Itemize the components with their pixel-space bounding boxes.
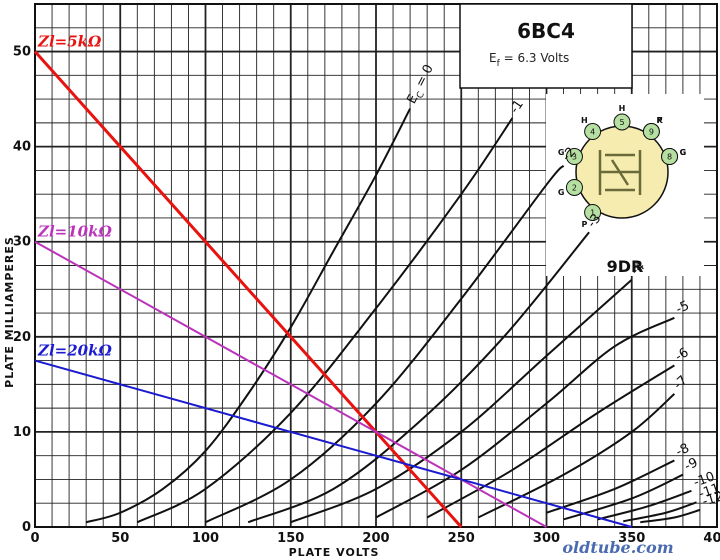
plot-border	[34, 3, 718, 528]
curve-label: -12	[701, 489, 720, 509]
plate-curve	[640, 508, 701, 524]
pin-label: G	[558, 148, 565, 157]
filament-voltage: Ef = 6.3 Volts	[489, 51, 569, 69]
load-line	[34, 359, 633, 528]
pin-label: G	[558, 188, 565, 197]
base-diagram: 1P2G3G4H5H6K7G8G9P	[558, 104, 686, 229]
x-tick-label: 150	[277, 531, 304, 546]
y-tick-label: 30	[13, 235, 31, 250]
plot-frame	[34, 3, 718, 528]
pin-label: G	[680, 148, 687, 157]
plate-curve	[426, 364, 675, 519]
load-line-label: Zl=5kΩ	[37, 33, 102, 51]
x-tick-label: 0	[30, 531, 39, 546]
pin-number: 9	[649, 128, 654, 137]
curve-label: -11	[697, 481, 720, 502]
y-tick-label: 50	[13, 45, 31, 60]
plate-curve	[85, 108, 411, 524]
axis-ticks: 0 50 100 150 200 250 300 350 400 0 10 20 30 40 50	[13, 45, 720, 546]
plate-curve	[290, 279, 633, 524]
pin-label: H	[581, 116, 588, 125]
x-tick-label: 350	[618, 531, 645, 546]
tube-title: 6BC4	[517, 19, 575, 43]
x-tick-label: 300	[533, 531, 560, 546]
load-line-label: Zl=10kΩ	[37, 223, 112, 241]
load-line-label: Zl=20kΩ	[37, 342, 112, 360]
pin-number: 1	[590, 208, 595, 217]
plate-curve	[205, 164, 565, 524]
x-axis-title: PLATE VOLTS	[289, 546, 380, 559]
y-tick-label: 40	[13, 140, 31, 155]
x-tick-label: 400	[703, 531, 720, 546]
pin-label: P	[657, 116, 663, 125]
title-box	[459, 3, 633, 89]
plate-curve	[136, 117, 514, 524]
pin-number: 2	[572, 183, 577, 192]
plate-curve	[477, 393, 676, 519]
electrode-structure	[598, 150, 642, 195]
plate-curve	[563, 473, 684, 521]
plate-curve	[623, 501, 697, 523]
pin-circle	[584, 123, 602, 141]
plate-curve	[247, 231, 590, 524]
pin-label: H	[619, 104, 626, 113]
curve-label: -9	[682, 455, 700, 474]
pin-circle	[565, 178, 583, 196]
pin-circle	[565, 148, 583, 166]
x-tick-label: 50	[111, 531, 129, 546]
x-tick-label: 250	[448, 531, 475, 546]
watermark: oldtube.com	[562, 538, 673, 557]
y-tick-label: 0	[22, 520, 31, 535]
plate-curve	[597, 489, 692, 521]
pin-number: 4	[590, 128, 595, 137]
pin-circle	[584, 203, 602, 221]
curve-label: -5	[674, 298, 692, 317]
load-line	[33, 50, 463, 529]
pin-label: K	[657, 116, 664, 125]
x-tick-label: 100	[192, 531, 219, 546]
x-tick-label: 200	[362, 531, 389, 546]
pin-number: 5	[619, 118, 624, 127]
pin-number: 8	[667, 153, 672, 162]
pin-number: 3	[572, 153, 577, 162]
pin-circle	[661, 148, 679, 166]
pin-label: P	[581, 220, 587, 229]
plate-curve	[375, 316, 675, 519]
y-tick-label: 10	[13, 425, 31, 440]
curve-label: -8	[674, 441, 692, 460]
curve-label: -10	[692, 469, 717, 490]
pin-label: G	[680, 148, 687, 157]
pin-circle	[642, 123, 660, 141]
y-axis-title: PLATE MILLIAMPERES	[3, 236, 16, 388]
load-lines: Zl=5kΩ Zl=10kΩ Zl=20kΩ	[33, 33, 633, 529]
base-code: 9DR	[607, 257, 644, 276]
pin-circle	[613, 113, 631, 131]
y-tick-label: 20	[13, 330, 31, 345]
